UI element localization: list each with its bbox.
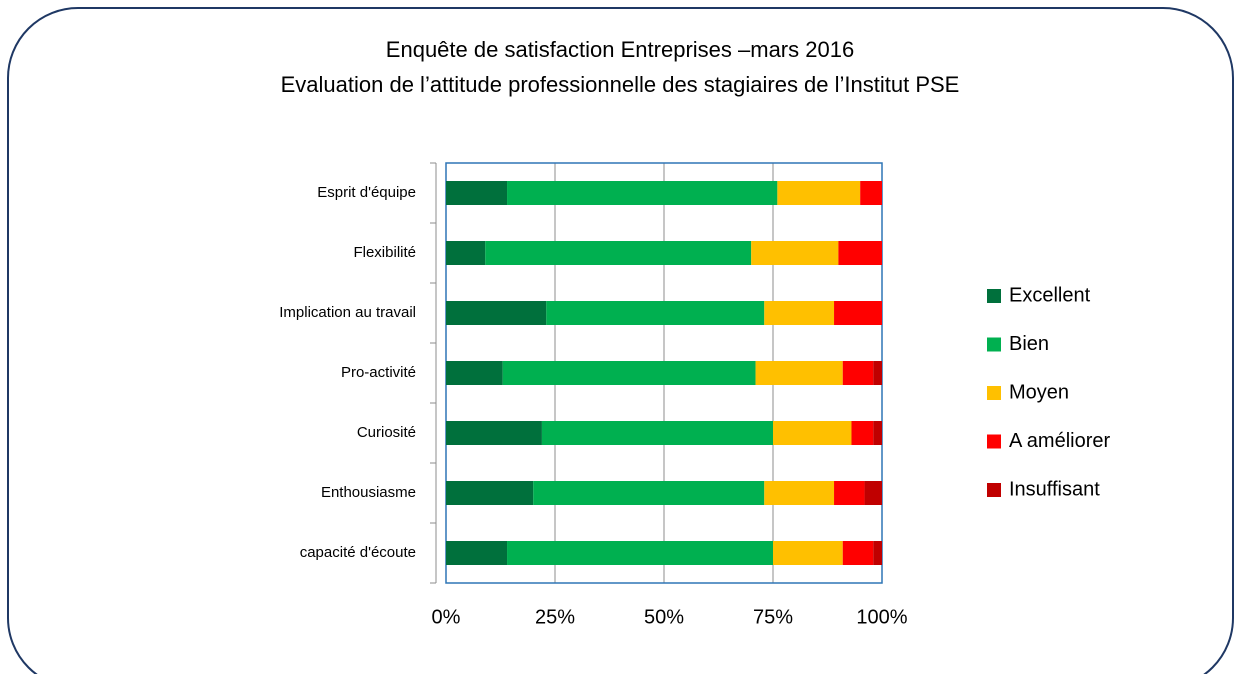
legend-swatch xyxy=(987,483,1001,497)
y-tick-label: capacité d'écoute xyxy=(300,544,416,561)
y-tick-label: Flexibilité xyxy=(353,244,416,261)
bar-segment xyxy=(777,181,861,205)
bar-segment xyxy=(446,421,542,445)
legend-swatch xyxy=(987,434,1001,449)
bar-segment xyxy=(773,541,843,565)
bar-segment xyxy=(446,541,508,565)
legend-label: Excellent xyxy=(1009,284,1091,306)
legend-label: Insuffisant xyxy=(1009,478,1100,500)
x-tick-label: 0% xyxy=(432,606,461,628)
bar-segment xyxy=(764,301,835,325)
legend-swatch xyxy=(987,386,1001,400)
bar-segment xyxy=(446,241,486,265)
bar-segment xyxy=(507,541,773,565)
y-tick-label: Enthousiasme xyxy=(321,484,416,501)
bar-segment xyxy=(873,421,882,445)
bar-segment xyxy=(446,361,503,385)
y-tick-label: Curiosité xyxy=(357,424,416,441)
x-tick-label: 75% xyxy=(753,606,793,628)
y-tick-label: Pro-activité xyxy=(341,364,416,381)
bar-segment xyxy=(755,361,843,385)
bar-segment xyxy=(834,301,882,325)
bar-segment xyxy=(446,301,547,325)
bar-segment xyxy=(764,481,835,505)
bar-segment xyxy=(842,361,874,385)
bar-segment xyxy=(842,541,874,565)
x-tick-label: 50% xyxy=(644,606,684,628)
chart-title: Enquête de satisfaction Entreprises –mar… xyxy=(386,37,854,62)
bar-segment xyxy=(541,421,773,445)
legend-label: Moyen xyxy=(1009,381,1069,403)
legend-swatch xyxy=(987,289,1001,303)
x-tick-label: 25% xyxy=(535,606,575,628)
bar-segment xyxy=(860,181,882,205)
bar-segment xyxy=(838,241,882,265)
bar-segment xyxy=(873,541,882,565)
bar-segment xyxy=(533,481,765,505)
bar-segment xyxy=(751,241,839,265)
bar-segment xyxy=(446,181,508,205)
bar-segment xyxy=(864,481,882,505)
bar-segment xyxy=(446,481,534,505)
x-tick-label: 100% xyxy=(856,606,907,628)
legend-label: Bien xyxy=(1009,333,1049,355)
bar-segment xyxy=(485,241,752,265)
bar-segment xyxy=(834,481,865,505)
bar-segment xyxy=(507,181,778,205)
bar-segment xyxy=(546,301,765,325)
chart-subtitle: Evaluation de l’attitude professionnelle… xyxy=(281,72,960,97)
bar-segment xyxy=(873,361,882,385)
y-tick-label: Esprit d'équipe xyxy=(317,184,416,201)
bar-segment xyxy=(851,421,874,445)
bar-segment xyxy=(502,361,756,385)
legend-swatch xyxy=(987,337,1001,352)
y-tick-label: Implication au travail xyxy=(279,304,416,321)
legend-label: A améliorer xyxy=(1009,430,1110,452)
bar-segment xyxy=(773,421,852,445)
frame xyxy=(7,7,1234,674)
